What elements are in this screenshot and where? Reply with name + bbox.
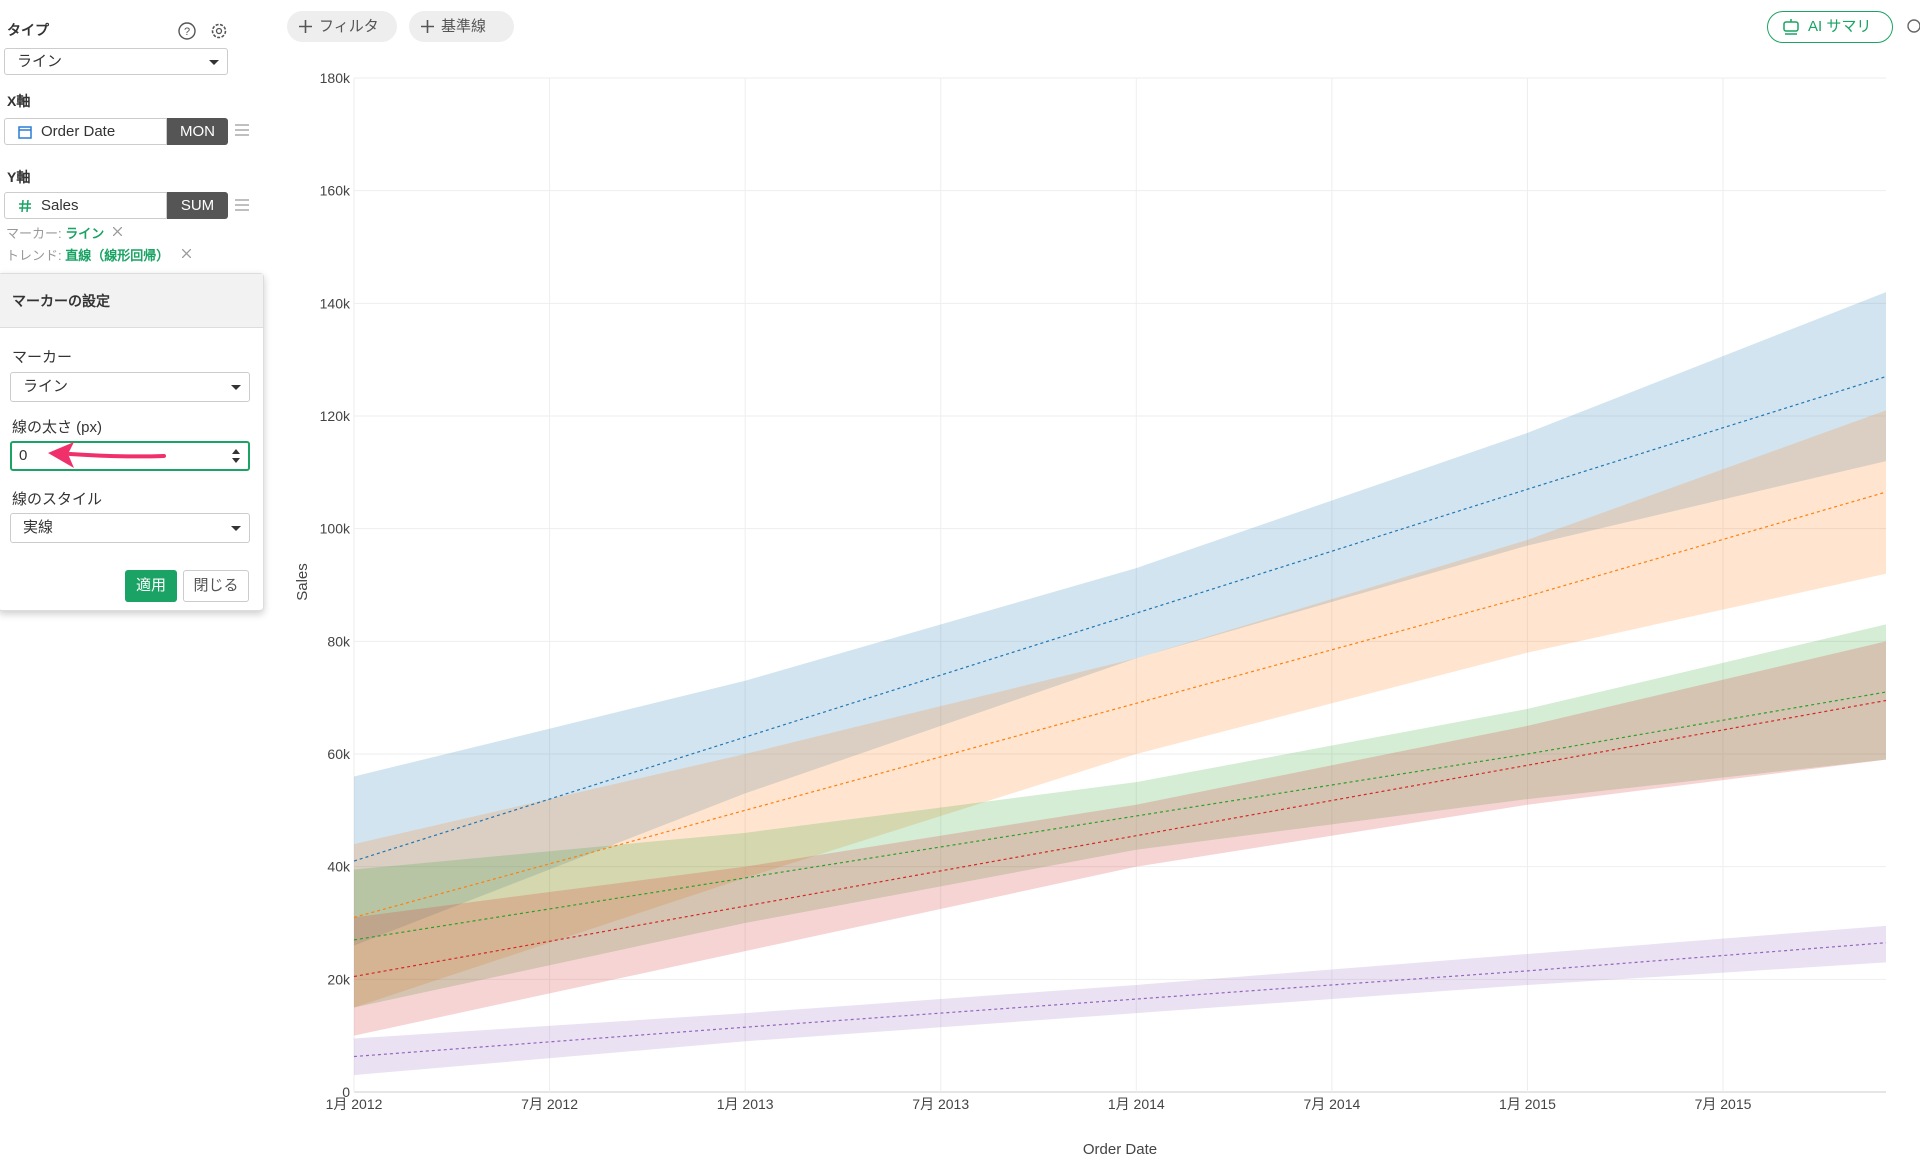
x-axis-title: Order Date [1083,1141,1157,1158]
robot-icon [1783,19,1799,35]
width-value: 0 [19,447,28,464]
reference-line-label: 基準線 [441,18,487,35]
trend-summary: トレンド: 直線（線形回帰） [6,245,169,264]
y-tick-label: 140k [320,295,351,311]
x-tick-label: 1月 2012 [326,1096,383,1112]
popup-title: マーカーの設定 [12,293,110,309]
confidence-band [354,641,1886,1036]
marker-select[interactable]: ライン [10,372,250,402]
type-icons: ? [178,22,227,40]
y-axis-label: Y軸 [7,169,31,185]
marker-select-value: ライン [23,378,69,395]
menu-icon[interactable] [235,124,249,136]
calendar-icon [18,126,32,139]
x-tick-label: 1月 2014 [1108,1096,1165,1112]
marker-prefix: マーカー: [6,226,62,241]
x-field[interactable]: Order Date [4,118,167,145]
style-select[interactable]: 実線 [10,513,250,543]
marker-popup: マーカーの設定 マーカー ライン 線の太さ (px) 0 線のスタイル 実線 適… [0,273,264,611]
marker-field-label: マーカー [12,349,73,366]
x-axis-label: X軸 [7,93,31,109]
y-tick-label: 180k [320,70,351,86]
spinner[interactable] [232,449,240,463]
style-label: 線のスタイル [12,491,103,508]
close-button[interactable]: 閉じる [183,570,249,602]
marker-value: ライン [65,226,105,241]
reference-line-button[interactable]: 基準線 [409,11,514,42]
popup-header [0,274,263,328]
remove-icon[interactable] [182,249,191,258]
x-tick-label: 7月 2013 [912,1096,969,1112]
trend-line [353,491,1887,918]
y-field[interactable]: Sales [4,192,167,219]
type-label: タイプ [7,22,49,38]
confidence-band [354,624,1886,1008]
x-tick-label: 1月 2013 [717,1096,774,1112]
trend-line [353,691,1887,941]
y-tick-label: 160k [320,183,351,199]
trend-line [353,375,1887,862]
trend-prefix: トレンド: [6,248,62,263]
width-label: 線の太さ (px) [12,419,103,436]
x-tick-label: 7月 2012 [521,1096,578,1112]
number-icon [19,199,31,213]
x-tick-label: 7月 2014 [1303,1096,1360,1112]
x-tick-label: 7月 2015 [1695,1096,1752,1112]
x-field-name: Order Date [41,123,116,140]
pointer-arrow [48,442,166,468]
apply-button[interactable]: 適用 [125,570,177,602]
y-tick-label: 40k [327,859,351,875]
y-tick-label: 0 [342,1084,350,1100]
confidence-band [354,410,1886,1008]
x-tick-label: 1月 2015 [1499,1096,1556,1112]
trend-line [353,699,1887,978]
trend-value: 直線（線形回帰） [65,248,170,263]
filter-label: フィルタ [319,18,379,35]
ai-summary-label: AI サマリ [1808,18,1872,35]
y-tick-label: 120k [320,408,351,424]
remove-icon[interactable] [113,227,122,236]
y-aggregation[interactable]: SUM [167,192,228,219]
y-tick-label: 80k [327,633,351,649]
svg-text:?: ? [184,26,190,38]
x-aggregation[interactable]: MON [167,118,228,145]
y-tick-label: 20k [327,971,351,987]
plus-icon [299,20,312,33]
plus-icon [421,20,434,33]
type-select[interactable]: ライン [4,48,228,75]
y-tick-label: 60k [327,746,351,762]
marker-summary: マーカー: ライン [6,223,104,242]
style-value: 実線 [23,519,54,536]
y-field-name: Sales [41,197,79,214]
y-tick-label: 100k [320,521,351,537]
filter-button[interactable]: フィルタ [287,11,397,42]
confidence-band [354,292,1886,946]
ai-summary-button[interactable]: AI サマリ [1767,11,1893,43]
menu-icon[interactable] [235,199,249,211]
trend-line [353,942,1887,1058]
y-axis-title: Sales [294,563,311,601]
comment-icon[interactable] [1904,19,1920,35]
type-value: ライン [17,53,63,70]
